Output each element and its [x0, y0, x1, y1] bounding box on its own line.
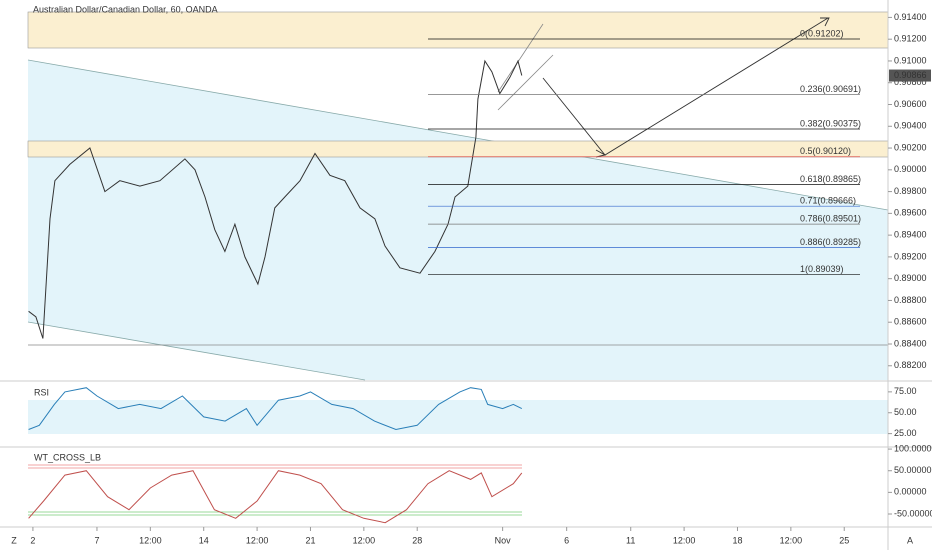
y-tick-label: 0.91200 [894, 34, 927, 44]
y-tick-label: 0.88200 [894, 360, 927, 370]
resistance-zone [27, 11, 889, 49]
footer-left: Z [11, 535, 17, 545]
y-tick-label: 75.00 [894, 386, 917, 396]
series-line [28, 470, 523, 524]
last-price-label: 0.90866 [894, 70, 927, 80]
series-line [28, 387, 523, 431]
y-tick-label: -50.00000 [894, 508, 932, 518]
fib-label: 0.382(0.90375) [800, 118, 861, 128]
fib-label: 0.5(0.90120) [800, 146, 851, 156]
y-tick-label: 0.90600 [894, 99, 927, 109]
y-tick-label: 0.88600 [894, 317, 927, 327]
fib-label: 0(0.91202) [800, 28, 844, 38]
x-tick-label: 14 [199, 535, 209, 545]
y-tick-label: 0.90200 [894, 142, 927, 152]
last-price-box [889, 69, 931, 82]
series-line [28, 59, 523, 339]
channel-line [27, 59, 889, 211]
x-tick-label: 12:00 [353, 535, 376, 545]
y-tick-label: 0.89800 [894, 186, 927, 196]
fib-label: 0.71(0.89666) [800, 196, 856, 206]
x-tick-label: 28 [412, 535, 422, 545]
fib-label: 0.236(0.90691) [800, 84, 861, 94]
y-tick-label: 0.91000 [894, 55, 927, 65]
x-tick-label: Nov [495, 535, 512, 545]
trend-channel [497, 54, 554, 111]
fib-label: 0.786(0.89501) [800, 214, 861, 224]
x-tick-label: 12:00 [673, 535, 696, 545]
y-tick-label: 25.00 [894, 428, 917, 438]
y-tick-label: 50.00 [894, 407, 917, 417]
x-tick-label: 12:00 [139, 535, 162, 545]
fib-label: 0.886(0.89285) [800, 237, 861, 247]
y-tick-label: 0.90400 [894, 121, 927, 131]
y-tick-label: 50.00000 [894, 465, 932, 475]
fib-label: 1(0.89039) [800, 264, 844, 274]
x-tick-label: 12:00 [780, 535, 803, 545]
arrow-head [595, 149, 607, 158]
y-tick-label: 100.00000 [894, 443, 932, 453]
wt-title: WT_CROSS_LB [34, 452, 101, 462]
x-tick-label: 21 [305, 535, 315, 545]
y-tick-label: 0.89000 [894, 273, 927, 283]
channel-line [27, 321, 366, 381]
y-tick-label: 0.91400 [894, 12, 927, 22]
x-tick-label: 6 [564, 535, 569, 545]
y-tick-label: 0.89600 [894, 208, 927, 218]
y-tick-label: 0.90800 [894, 77, 927, 87]
x-tick-label: 11 [626, 535, 635, 545]
trend-channel [497, 23, 544, 93]
arrow-head [820, 17, 830, 27]
y-tick-label: 0.90000 [894, 164, 927, 174]
x-tick-label: 18 [732, 535, 742, 545]
y-tick-label: 0.89200 [894, 251, 927, 261]
support-zone [27, 140, 889, 158]
x-tick-label: 2 [30, 535, 35, 545]
y-tick-label: 0.88400 [894, 338, 927, 348]
chart-title: Australian Dollar/Canadian Dollar, 60, O… [33, 4, 218, 14]
fib-label: 0.618(0.89865) [800, 174, 861, 184]
x-tick-label: 25 [839, 535, 849, 545]
footer-right: A [907, 535, 913, 545]
y-tick-label: 0.89400 [894, 230, 927, 240]
x-tick-label: 12:00 [246, 535, 269, 545]
x-tick-label: 7 [94, 535, 99, 545]
y-tick-label: 0.00000 [894, 487, 927, 497]
channel-fill [28, 60, 888, 380]
rsi-band [28, 400, 888, 434]
y-tick-label: 0.88800 [894, 295, 927, 305]
rsi-title: RSI [34, 387, 49, 397]
